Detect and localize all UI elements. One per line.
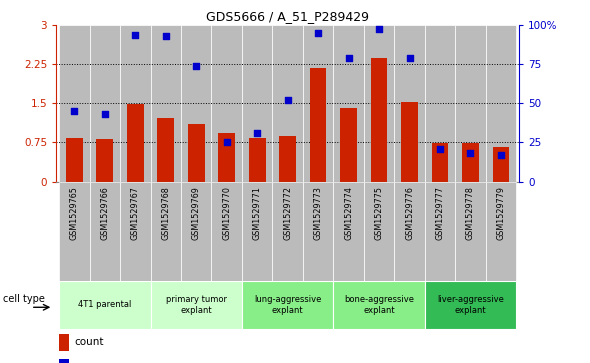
Bar (211, 182, 242, 281)
Bar (333, 182, 364, 281)
Text: GSM1529777: GSM1529777 (435, 187, 444, 241)
Bar (96, 139, 113, 182)
Bar (333, 281, 425, 329)
Point (313, 30, 323, 36)
Text: GSM1529775: GSM1529775 (375, 187, 384, 241)
Bar (364, 182, 394, 281)
Text: GSM1529772: GSM1529772 (283, 187, 292, 241)
Bar (120, 182, 150, 281)
Point (435, 146, 445, 152)
Text: GSM1529778: GSM1529778 (466, 187, 475, 240)
Bar (303, 25, 333, 182)
Text: GSM1529769: GSM1529769 (192, 187, 201, 240)
Bar (249, 138, 266, 182)
Bar (66, 138, 83, 182)
Point (100, 111, 110, 117)
Text: GSM1529768: GSM1529768 (161, 187, 171, 240)
Text: bone-aggressive
explant: bone-aggressive explant (344, 295, 414, 315)
Point (496, 152, 506, 158)
Text: lung-aggressive
explant: lung-aggressive explant (254, 295, 322, 315)
Point (161, 33, 171, 39)
Point (70, 108, 79, 114)
Bar (211, 25, 242, 182)
Bar (90, 25, 120, 182)
Bar (455, 25, 486, 182)
Text: GSM1529770: GSM1529770 (222, 187, 231, 240)
Bar (59, 182, 90, 281)
Bar (242, 25, 273, 182)
Bar (371, 58, 388, 182)
Text: primary tumor
explant: primary tumor explant (166, 295, 227, 315)
Text: GSM1529765: GSM1529765 (70, 187, 79, 240)
Text: GSM1529776: GSM1529776 (405, 187, 414, 240)
Bar (273, 25, 303, 182)
Bar (425, 25, 455, 182)
Title: GDS5666 / A_51_P289429: GDS5666 / A_51_P289429 (206, 10, 369, 23)
Bar (150, 182, 181, 281)
Bar (303, 182, 333, 281)
Bar (486, 25, 516, 182)
Bar (462, 143, 479, 182)
Bar (59, 359, 68, 363)
Bar (120, 25, 150, 182)
Text: GSM1529779: GSM1529779 (496, 187, 506, 241)
Point (192, 63, 201, 69)
Bar (455, 182, 486, 281)
Point (130, 32, 140, 38)
Bar (394, 25, 425, 182)
Bar (486, 182, 516, 281)
Bar (333, 25, 364, 182)
Point (466, 151, 475, 156)
Bar (242, 281, 333, 329)
Point (253, 130, 262, 136)
Bar (432, 143, 448, 182)
Point (405, 55, 414, 61)
Bar (90, 182, 120, 281)
Text: GSM1529771: GSM1529771 (253, 187, 261, 240)
Bar (218, 133, 235, 182)
Bar (158, 118, 174, 182)
Bar (242, 182, 273, 281)
Bar (401, 102, 418, 182)
Bar (340, 107, 357, 182)
Bar (150, 281, 242, 329)
Text: GSM1529767: GSM1529767 (131, 187, 140, 240)
Bar (394, 182, 425, 281)
Bar (188, 124, 205, 182)
Bar (279, 136, 296, 182)
Point (374, 26, 384, 32)
Text: GSM1529766: GSM1529766 (100, 187, 109, 240)
Bar (181, 25, 211, 182)
Bar (310, 68, 326, 182)
Point (344, 55, 353, 61)
Bar (273, 182, 303, 281)
Text: liver-aggressive
explant: liver-aggressive explant (437, 295, 504, 315)
Point (283, 97, 293, 103)
Bar (59, 334, 68, 351)
Bar (59, 281, 150, 329)
Bar (425, 182, 455, 281)
Text: count: count (74, 337, 104, 347)
Point (222, 139, 231, 145)
Bar (181, 182, 211, 281)
Bar (150, 25, 181, 182)
Bar (364, 25, 394, 182)
Text: cell type: cell type (3, 294, 45, 304)
Text: GSM1529774: GSM1529774 (344, 187, 353, 240)
Text: GSM1529773: GSM1529773 (314, 187, 323, 240)
Bar (493, 147, 509, 182)
Bar (127, 105, 143, 182)
Bar (59, 25, 90, 182)
Bar (425, 281, 516, 329)
Text: 4T1 parental: 4T1 parental (78, 301, 132, 309)
